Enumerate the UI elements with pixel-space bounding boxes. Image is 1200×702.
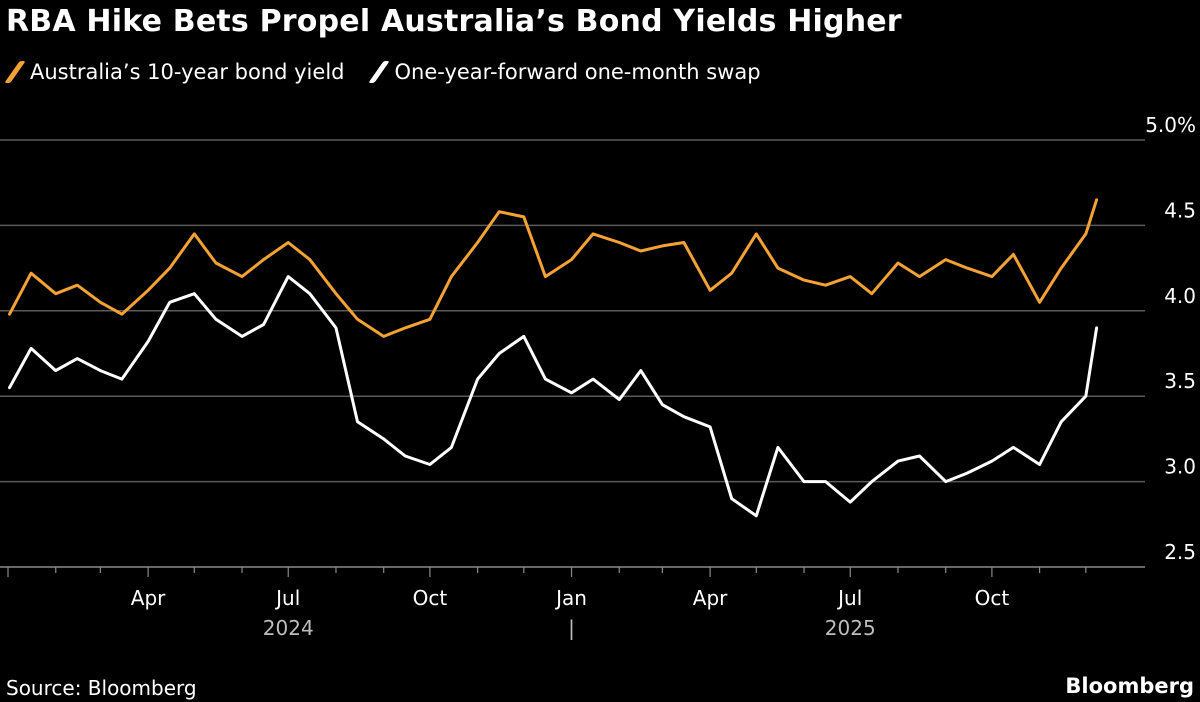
x-tick-label: Jul	[274, 586, 300, 610]
y-tick-label: 3.0	[1164, 455, 1196, 479]
legend-label-swap: One-year-forward one-month swap	[394, 60, 761, 84]
x-tick-label: Jul	[836, 586, 862, 610]
series-lines	[8, 198, 1099, 518]
x-tick-label: Jan	[554, 586, 587, 610]
legend: Australia’s 10-year bond yield One-year-…	[4, 60, 787, 84]
gridlines	[0, 139, 1145, 483]
chart-title: RBA Hike Bets Propel Australia’s Bond Yi…	[6, 4, 902, 39]
y-tick-label: 3.5	[1164, 369, 1196, 393]
x-year-label: 2025	[825, 616, 876, 640]
legend-item-bond-yield: Australia’s 10-year bond yield	[4, 60, 345, 84]
y-tick-label: 2.5	[1164, 540, 1196, 564]
x-tick-label: Apr	[131, 586, 166, 610]
series-line-swap	[8, 275, 1099, 518]
legend-label-bond-yield: Australia’s 10-year bond yield	[30, 60, 345, 84]
y-axis-ticks: 5.0% 4.5 4.0 3.5 3.0 2.5	[1145, 113, 1196, 564]
x-year-label: |	[568, 616, 575, 640]
legend-item-swap: One-year-forward one-month swap	[368, 60, 761, 84]
x-axis: Apr Jul Oct Jan Apr Jul Oct 2024 | 2025	[0, 566, 1145, 640]
x-tick-label: Apr	[693, 586, 728, 610]
source-note: Source: Bloomberg	[6, 676, 197, 700]
y-tick-label: 4.0	[1164, 284, 1196, 308]
x-year-label: 2024	[263, 616, 314, 640]
series-line-bond-yield	[8, 198, 1099, 338]
x-tick-label: Oct	[413, 586, 448, 610]
brand-logo: Bloomberg	[1065, 674, 1194, 698]
x-tick-label: Oct	[975, 586, 1010, 610]
y-tick-label: 5.0%	[1145, 113, 1196, 137]
y-tick-label: 4.5	[1164, 198, 1196, 222]
